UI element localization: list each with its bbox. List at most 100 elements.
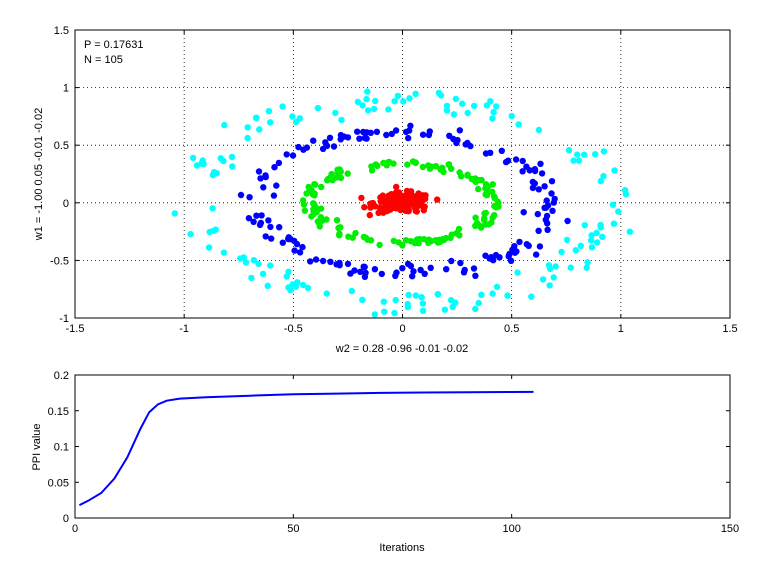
scatter-point bbox=[228, 153, 236, 161]
scatter-point bbox=[535, 227, 542, 234]
line-y-tick-label: 0.2 bbox=[54, 370, 69, 382]
scatter-point bbox=[391, 98, 398, 105]
scatter-point bbox=[262, 172, 269, 179]
scatter-point bbox=[410, 268, 417, 275]
scatter-point bbox=[581, 151, 588, 158]
scatter-point bbox=[536, 243, 544, 250]
scatter-point bbox=[327, 258, 334, 265]
scatter-point bbox=[575, 157, 583, 164]
scatter-point bbox=[587, 237, 595, 244]
scatter-point bbox=[538, 170, 546, 177]
scatter-point bbox=[265, 108, 273, 115]
scatter-point bbox=[391, 309, 398, 317]
scatter-point bbox=[626, 228, 633, 235]
scatter-point bbox=[357, 268, 364, 275]
scatter-point bbox=[450, 135, 457, 143]
scatter-point bbox=[314, 218, 322, 225]
scatter-point bbox=[481, 210, 488, 217]
scatter-point bbox=[405, 134, 412, 142]
scatter-point bbox=[296, 249, 304, 256]
scatter-point bbox=[534, 210, 541, 218]
scatter-point bbox=[558, 248, 565, 256]
scatter-point bbox=[244, 134, 251, 142]
scatter-point bbox=[312, 181, 319, 188]
scatter-point bbox=[385, 158, 393, 166]
scatter-point bbox=[418, 294, 425, 301]
scatter-point bbox=[380, 298, 387, 305]
scatter-point bbox=[482, 150, 490, 157]
scatter-point bbox=[457, 259, 464, 267]
scatter-y-tick-label: 0 bbox=[63, 198, 69, 210]
scatter-y-tick-labels: -1 -0.5 0 0.5 1 1.5 bbox=[50, 25, 69, 325]
scatter-point bbox=[405, 201, 412, 209]
scatter-point bbox=[610, 220, 618, 227]
scatter-point bbox=[344, 260, 352, 268]
scatter-point bbox=[600, 172, 607, 180]
scatter-point bbox=[537, 160, 544, 167]
scatter-point bbox=[409, 273, 416, 280]
scatter-point bbox=[425, 131, 433, 139]
scatter-point bbox=[367, 200, 374, 207]
scatter-point bbox=[411, 239, 419, 247]
scatter-point bbox=[371, 266, 379, 273]
scatter-point bbox=[452, 95, 460, 103]
scatter-point bbox=[583, 264, 590, 271]
scatter-point bbox=[255, 168, 263, 175]
scatter-point bbox=[400, 98, 407, 105]
scatter-point bbox=[300, 201, 308, 208]
scatter-point bbox=[367, 129, 374, 136]
scatter-series-1 bbox=[237, 122, 571, 280]
scatter-point bbox=[464, 109, 471, 117]
scatter-point bbox=[253, 212, 260, 219]
line-plot-y-tick-labels: 0 0.05 0.1 0.15 0.2 bbox=[48, 370, 69, 525]
scatter-point bbox=[256, 221, 264, 229]
scatter-point bbox=[542, 204, 550, 211]
scatter-point bbox=[412, 90, 419, 98]
scatter-point bbox=[310, 137, 317, 144]
scatter-point bbox=[326, 134, 334, 141]
scatter-point bbox=[419, 307, 427, 314]
line-plot-x-axis-label: Iterations bbox=[379, 542, 425, 554]
scatter-point bbox=[588, 232, 595, 239]
scatter-point bbox=[209, 171, 217, 179]
line-plot-frame bbox=[74, 374, 731, 519]
scatter-y-tick-label: 1.5 bbox=[54, 25, 69, 37]
scatter-point bbox=[441, 306, 449, 313]
scatter-point bbox=[364, 88, 371, 95]
scatter-point bbox=[393, 269, 400, 276]
scatter-plot: -1.5 -1 -0.5 0 0.5 1 1.5 -1-0.500.511.5 P = 0.… bbox=[33, 25, 738, 355]
scatter-point bbox=[256, 126, 263, 133]
scatter-point bbox=[348, 287, 355, 295]
scatter-point bbox=[543, 197, 550, 204]
scatter-point bbox=[220, 249, 228, 256]
line-plot-x-tick-labels: 0 50 100 150 bbox=[72, 523, 739, 535]
scatter-point bbox=[550, 274, 557, 281]
scatter-point bbox=[406, 194, 413, 201]
scatter-point bbox=[574, 151, 581, 158]
scatter-point bbox=[171, 210, 178, 217]
scatter-point bbox=[237, 191, 245, 199]
scatter-series-0 bbox=[171, 88, 633, 318]
scatter-point bbox=[366, 211, 373, 219]
scatter-point bbox=[289, 281, 296, 288]
scatter-point bbox=[373, 128, 381, 135]
scatter-point bbox=[303, 144, 311, 151]
scatter-point bbox=[330, 143, 338, 150]
scatter-point bbox=[209, 205, 216, 212]
scatter-point bbox=[229, 163, 236, 170]
scatter-point bbox=[581, 222, 588, 229]
scatter-point bbox=[600, 148, 608, 155]
scatter-point bbox=[260, 184, 267, 191]
scatter-x-tick-label: -0.5 bbox=[284, 323, 303, 335]
scatter-point bbox=[310, 208, 317, 215]
scatter-point bbox=[514, 269, 521, 276]
scatter-point bbox=[390, 237, 397, 245]
scatter-point bbox=[533, 251, 540, 258]
scatter-point bbox=[419, 163, 427, 171]
scatter-point bbox=[250, 218, 257, 225]
scatter-point bbox=[378, 270, 385, 278]
scatter-point bbox=[312, 256, 320, 263]
scatter-point bbox=[283, 273, 290, 280]
scatter-point bbox=[388, 130, 395, 138]
scatter-gridlines bbox=[75, 30, 730, 318]
